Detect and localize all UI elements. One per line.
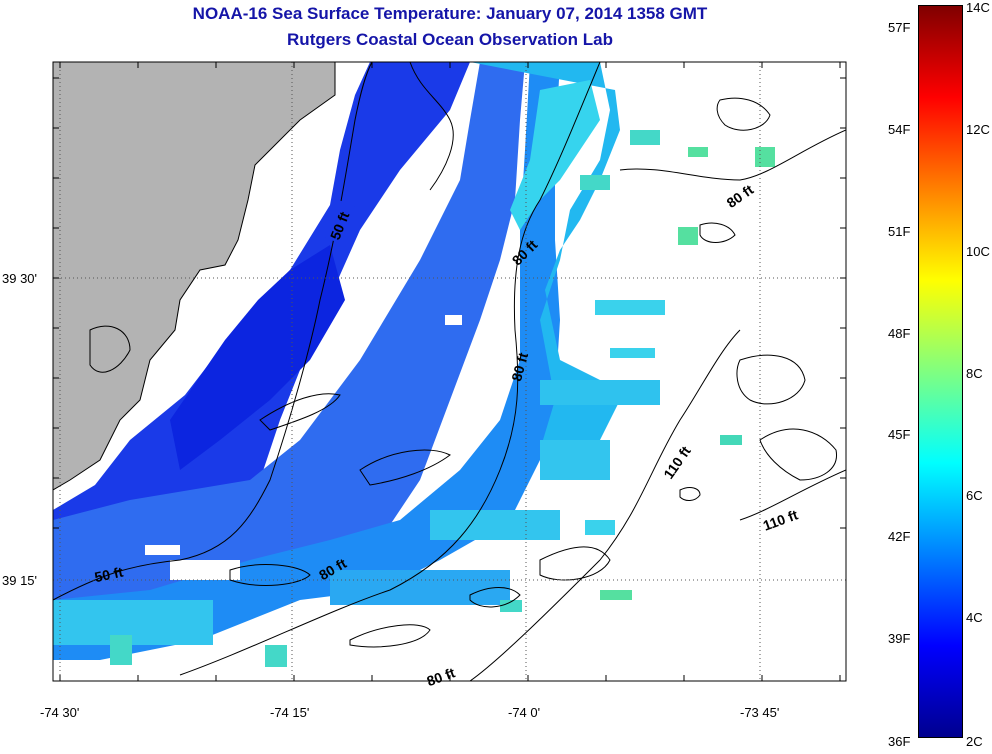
sst-patch-green-5 xyxy=(720,435,742,445)
contour-80ft-east-line xyxy=(619,129,846,181)
colorbar-c-label-10: 10C xyxy=(966,244,990,259)
sst-patch-green-1 xyxy=(688,147,708,157)
sst-patch-south-2 xyxy=(330,570,510,605)
contour-label-80ft-bottom: 80 ft xyxy=(424,664,457,689)
contour-shoal-11 xyxy=(359,449,451,486)
sst-patch-green-9 xyxy=(265,645,287,667)
contour-shoal-7 xyxy=(539,546,611,581)
contour-shoal-3 xyxy=(716,97,771,131)
contour-50ft-line xyxy=(53,62,373,601)
sst-patch-east-2 xyxy=(610,348,655,358)
colorbar-c-label-4: 4C xyxy=(966,610,983,625)
y-tick-label-1: 39 30' xyxy=(2,271,37,286)
colorbar-f-label-57: 57F xyxy=(888,20,911,35)
temperature-colorbar xyxy=(918,5,963,738)
sst-map: -74 30' -74 15' -74 0' -73 45' 39 30' 39… xyxy=(2,61,847,720)
contour-shoal-13 xyxy=(89,325,131,373)
x-tick-label-3: -74 0' xyxy=(508,705,540,720)
contour-label-110ft-east: 110 ft xyxy=(761,506,800,533)
contour-label-80ft-middle: 80 ft xyxy=(508,351,531,383)
land-new-jersey xyxy=(53,62,335,490)
axis-ticks xyxy=(53,62,846,681)
colorbar-f-label-48: 48F xyxy=(888,326,911,341)
sst-patch-green-8 xyxy=(110,635,132,665)
contour-shoal-2 xyxy=(759,428,837,481)
contour-shoal-9 xyxy=(349,624,431,648)
sst-nodata-gap-3 xyxy=(445,315,462,325)
contour-shoal-6 xyxy=(679,487,701,501)
sst-region-cyan-2 xyxy=(510,80,600,230)
sst-nodata-gap-4 xyxy=(170,560,240,580)
sst-patch-green-7 xyxy=(580,175,610,190)
sst-patch-south-1 xyxy=(53,600,213,645)
colorbar-f-label-51: 51F xyxy=(888,224,911,239)
sst-patch-green-6 xyxy=(630,130,660,145)
sst-region-mid-blue xyxy=(53,62,525,640)
sst-patch-green-4 xyxy=(600,590,632,600)
colorbar-c-label-14: 14C xyxy=(966,0,990,15)
sst-region-darkest xyxy=(170,245,345,470)
y-tick-label-2: 39 15' xyxy=(2,573,37,588)
colorbar-c-label-8: 8C xyxy=(966,366,983,381)
sst-patch-south-3 xyxy=(430,510,560,540)
x-tick-label-4: -73 45' xyxy=(740,705,779,720)
colorbar-c-label-12: 12C xyxy=(966,122,990,137)
sst-patch-east-4 xyxy=(540,440,610,480)
contour-shoal-8 xyxy=(229,564,311,586)
lat-lon-grid xyxy=(53,62,846,681)
colorbar-f-label-45: 45F xyxy=(888,427,911,442)
sst-patch-east-5 xyxy=(585,520,615,535)
sst-patch-green-10 xyxy=(500,600,522,612)
contour-80ft-line xyxy=(179,62,601,676)
map-title: NOAA-16 Sea Surface Temperature: January… xyxy=(192,4,708,23)
contour-label-110ft-central: 110 ft xyxy=(660,443,694,482)
contour-label-50ft-south: 50 ft xyxy=(93,563,125,585)
contour-label-80ft-east: 80 ft xyxy=(724,181,757,211)
x-tick-label-1: -74 30' xyxy=(40,705,79,720)
sst-patch-east-1 xyxy=(595,300,665,315)
sst-nodata-gap-1 xyxy=(360,240,420,252)
sst-region-cyan xyxy=(470,62,620,450)
sst-nodata-gap-2 xyxy=(145,545,180,555)
coastline xyxy=(53,62,336,491)
contour-shoal-5 xyxy=(736,354,806,405)
sst-patch-green-3 xyxy=(755,147,775,167)
contour-shoal-12 xyxy=(469,587,521,608)
colorbar-f-label-42: 42F xyxy=(888,529,911,544)
colorbar-c-label-6: 6C xyxy=(966,488,983,503)
contour-shoal-10 xyxy=(259,393,341,431)
sst-data-layer xyxy=(53,62,775,667)
sst-patch-east-3 xyxy=(540,380,660,405)
sst-patch-green-2 xyxy=(678,227,698,245)
map-subtitle: Rutgers Coastal Ocean Observation Lab xyxy=(287,30,613,49)
contour-110ft-line xyxy=(469,329,741,681)
contour-110ft-east-line xyxy=(739,469,846,521)
colorbar-f-label-36: 36F xyxy=(888,734,911,749)
colorbar-f-label-39: 39F xyxy=(888,631,911,646)
contour-shoal-4 xyxy=(699,222,736,243)
bathymetry-contours xyxy=(53,62,846,681)
colorbar-c-label-2: 2C xyxy=(966,734,983,749)
x-tick-label-2: -74 15' xyxy=(270,705,309,720)
colorbar-f-label-54: 54F xyxy=(888,122,911,137)
contour-shoal-1 xyxy=(409,62,454,191)
